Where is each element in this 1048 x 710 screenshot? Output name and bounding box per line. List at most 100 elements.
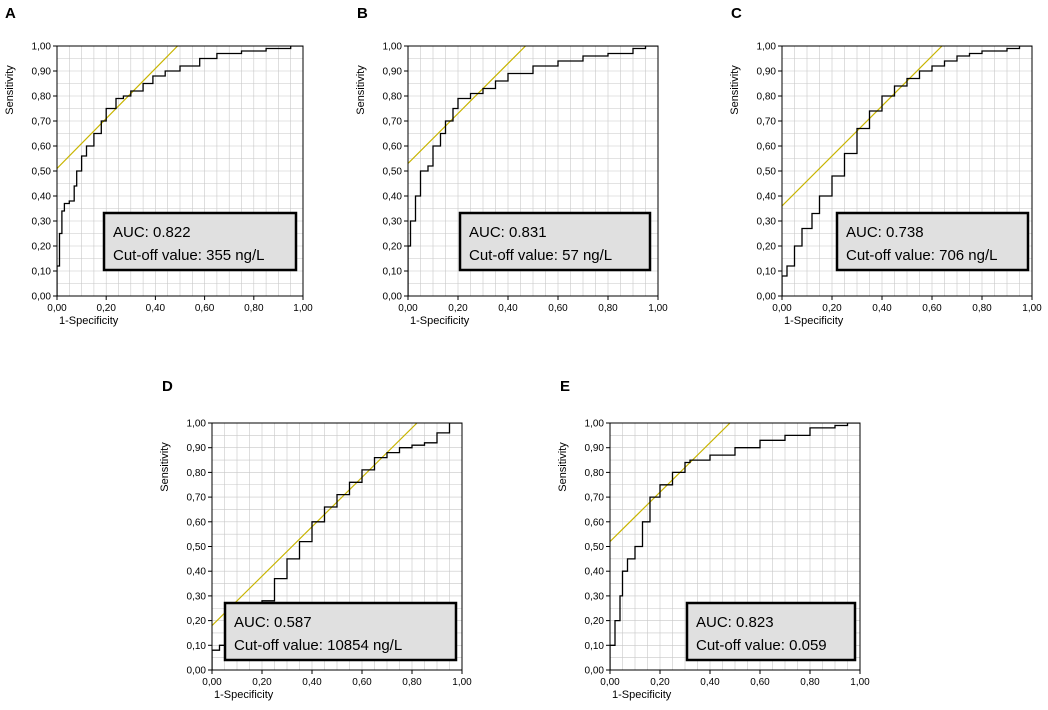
y-tick-label: 1,00 xyxy=(187,419,207,430)
x-tick-label: 0,80 xyxy=(402,677,422,688)
panel-letter: B xyxy=(357,5,368,22)
x-tick-label: 0,60 xyxy=(195,303,215,314)
y-tick-label: 0,40 xyxy=(32,192,52,203)
y-axis-label: Sensitivity xyxy=(355,65,367,115)
y-tick-label: 0,20 xyxy=(585,616,605,627)
cutoff-tangent-line xyxy=(408,46,526,164)
cutoff-tangent-line xyxy=(782,46,943,207)
panel-a: A 0,00 0,10 0,20 0,30 0,40 0,50 0,60 0,70 0,80 0,9… xyxy=(4,5,313,327)
y-tick-label: 0,40 xyxy=(187,567,207,578)
auc-annotation-box xyxy=(102,211,298,272)
y-tick-label: 0,10 xyxy=(757,267,777,278)
y-tick-label: 0,00 xyxy=(32,292,52,303)
y-tick-label: 0,90 xyxy=(32,67,52,78)
x-tick-label: 0,20 xyxy=(252,677,272,688)
y-tick-label: 0,70 xyxy=(32,117,52,128)
x-tick-label: 0,80 xyxy=(244,303,264,314)
x-tick-label: 0,80 xyxy=(972,303,992,314)
x-tick-label: 0,80 xyxy=(598,303,618,314)
y-tick-label: 0,90 xyxy=(383,67,403,78)
x-tick-label: 0,20 xyxy=(96,303,116,314)
panel-letter: A xyxy=(5,5,16,22)
x-axis-label: 1-Specificity xyxy=(410,315,470,327)
y-tick-label: 0,60 xyxy=(585,517,605,528)
y-tick-label: 0,50 xyxy=(585,542,605,553)
x-tick-label: 0,80 xyxy=(800,677,820,688)
panel-letter: D xyxy=(162,378,173,395)
y-tick-label: 0,80 xyxy=(32,92,52,103)
auc-label: AUC: 0.738 xyxy=(846,224,924,241)
y-tick-label: 0,30 xyxy=(32,217,52,228)
y-tick-label: 0,60 xyxy=(383,142,403,153)
x-tick-label: 0,40 xyxy=(872,303,892,314)
y-tick-label: 0,00 xyxy=(187,666,207,677)
y-tick-label: 0,80 xyxy=(383,92,403,103)
x-tick-label: 0,60 xyxy=(922,303,942,314)
cutoff-label: Cut-off value: 57 ng/L xyxy=(469,247,612,264)
y-axis-label: Sensitivity xyxy=(159,442,171,492)
auc-annotation-box xyxy=(223,601,458,662)
x-tick-label: 0,60 xyxy=(548,303,568,314)
y-tick-label: 0,70 xyxy=(585,493,605,504)
x-tick-label: 0,40 xyxy=(302,677,322,688)
roc-curve xyxy=(610,423,860,670)
y-tick-label: 0,80 xyxy=(187,468,207,479)
y-tick-label: 0,50 xyxy=(32,167,52,178)
panel-e: E 0,00 0,10 0,20 0,30 0,40 0,50 0,60 0,70 0,80 0,9… xyxy=(557,378,870,701)
y-tick-label: 0,20 xyxy=(187,616,207,627)
auc-annotation-box xyxy=(685,601,857,662)
y-tick-label: 0,20 xyxy=(383,242,403,253)
y-tick-label: 0,60 xyxy=(187,517,207,528)
y-tick-label: 0,80 xyxy=(585,468,605,479)
y-tick-label: 0,00 xyxy=(383,292,403,303)
y-tick-label: 0,60 xyxy=(32,142,52,153)
y-tick-label: 0,90 xyxy=(187,443,207,454)
x-tick-label: 0,60 xyxy=(750,677,770,688)
auc-annotation-box xyxy=(458,211,652,272)
y-tick-label: 0,10 xyxy=(32,267,52,278)
x-tick-label: 1,00 xyxy=(1022,303,1042,314)
y-axis-label: Sensitivity xyxy=(557,442,569,492)
cutoff-label: Cut-off value: 706 ng/L xyxy=(846,247,998,264)
y-tick-label: 1,00 xyxy=(757,42,777,53)
x-axis-label: 1-Specificity xyxy=(784,315,844,327)
panel-letter: C xyxy=(731,5,742,22)
x-tick-label: 0,20 xyxy=(822,303,842,314)
auc-label: AUC: 0.822 xyxy=(113,224,191,241)
y-axis-label: Sensitivity xyxy=(729,65,741,115)
roc-curve xyxy=(782,46,1032,296)
y-tick-label: 0,20 xyxy=(32,242,52,253)
x-tick-label: 0,20 xyxy=(448,303,468,314)
x-tick-label: 1,00 xyxy=(648,303,668,314)
y-tick-label: 0,70 xyxy=(383,117,403,128)
cutoff-tangent-line xyxy=(610,423,731,542)
y-tick-label: 1,00 xyxy=(383,42,403,53)
y-tick-label: 0,50 xyxy=(383,167,403,178)
y-tick-label: 0,40 xyxy=(383,192,403,203)
roc-curve xyxy=(408,46,658,296)
y-tick-label: 0,20 xyxy=(757,242,777,253)
x-axis-label: 1-Specificity xyxy=(59,315,119,327)
y-tick-label: 0,70 xyxy=(187,493,207,504)
x-tick-label: 0,00 xyxy=(600,677,620,688)
y-tick-label: 0,90 xyxy=(585,443,605,454)
y-tick-label: 0,80 xyxy=(757,92,777,103)
y-tick-label: 0,30 xyxy=(585,591,605,602)
y-tick-label: 0,00 xyxy=(757,292,777,303)
y-tick-label: 0,00 xyxy=(585,666,605,677)
y-tick-label: 0,40 xyxy=(585,567,605,578)
panel-letter: E xyxy=(560,378,570,395)
panel-b: B 0,00 0,10 0,20 0,30 0,40 0,50 0,60 0,70 0,80 0,9… xyxy=(355,5,668,327)
cutoff-label: Cut-off value: 0.059 xyxy=(696,637,827,654)
y-tick-label: 0,60 xyxy=(757,142,777,153)
auc-annotation-box xyxy=(835,211,1030,272)
y-tick-label: 1,00 xyxy=(32,42,52,53)
y-tick-label: 0,50 xyxy=(187,542,207,553)
y-tick-label: 0,30 xyxy=(757,217,777,228)
x-tick-label: 0,00 xyxy=(47,303,67,314)
x-tick-label: 1,00 xyxy=(293,303,313,314)
cutoff-tangent-line xyxy=(57,46,178,169)
y-tick-label: 0,10 xyxy=(383,267,403,278)
x-tick-label: 0,20 xyxy=(650,677,670,688)
